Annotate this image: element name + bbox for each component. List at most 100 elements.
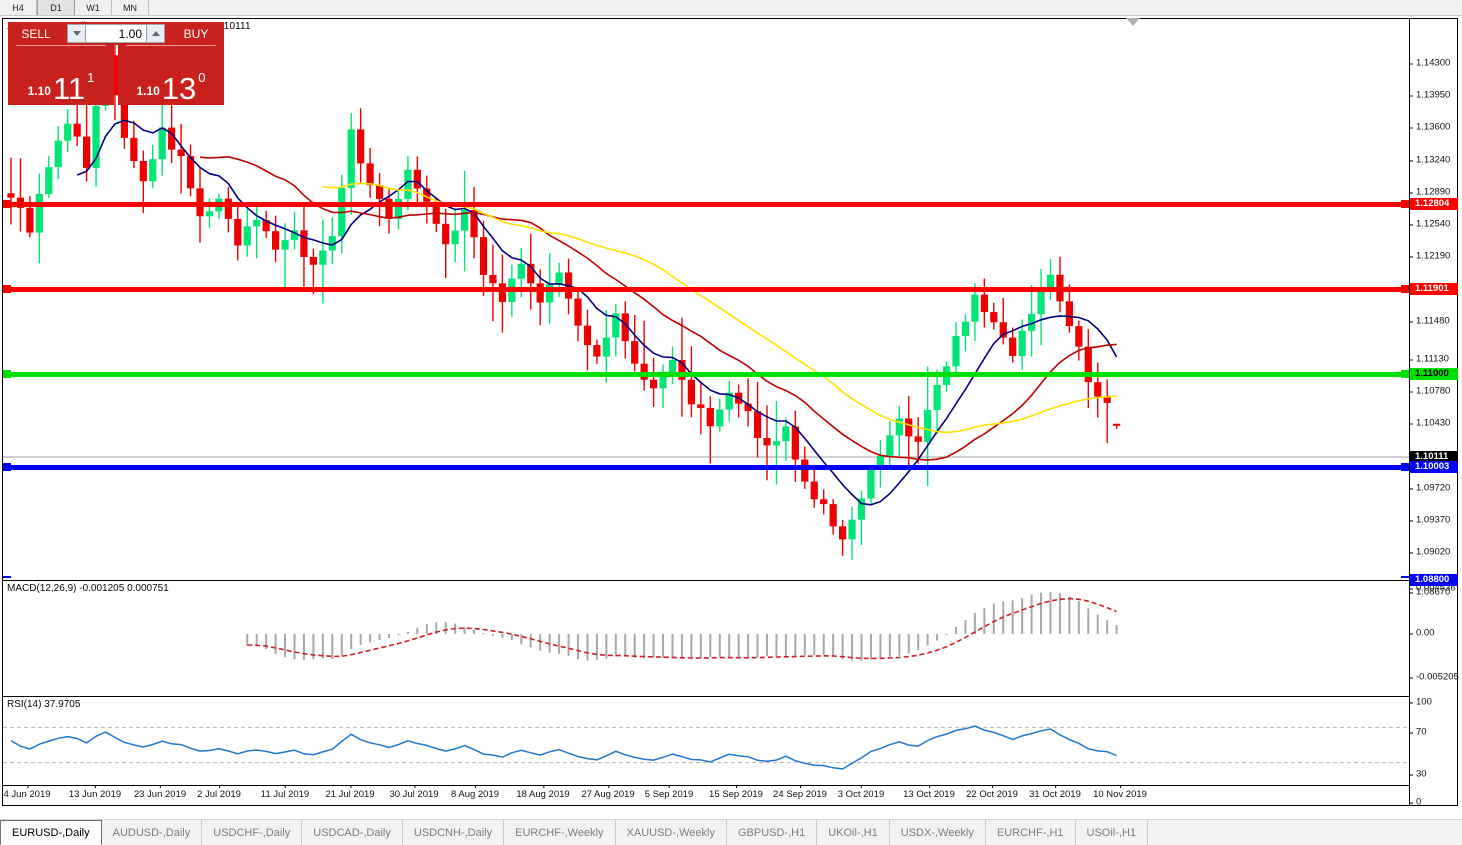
volume-decrease-button[interactable] xyxy=(67,24,86,43)
price-tick: 1.11480 xyxy=(1410,316,1450,327)
time-tick: 22 Oct 2019 xyxy=(966,785,1018,800)
symbol-tab-eurchfh1[interactable]: EURCHF-,H1 xyxy=(986,820,1076,845)
price-tick: 1.11130 xyxy=(1410,354,1449,365)
symbol-tab-usdcaddaily[interactable]: USDCAD-,Daily xyxy=(302,820,403,845)
ask-price-fraction: 0 xyxy=(198,70,206,85)
level-line-resistance-2[interactable] xyxy=(3,287,1417,292)
time-scale[interactable]: 4 Jun 2019 13 Jun 2019 23 Jun 2019 2 Jul 20… xyxy=(3,785,1409,805)
time-tick: 11 Jul 2019 xyxy=(260,785,310,800)
rsi-scale-tick: 30 xyxy=(1410,769,1427,780)
symbol-tab-bar: EURUSD-,Daily AUDUSD-,Daily USDCHF-,Daily U… xyxy=(0,819,1462,845)
price-tick: 1.09020 xyxy=(1410,547,1450,558)
chevron-down-icon xyxy=(72,31,81,36)
chart-drag-triangle-icon[interactable] xyxy=(1126,18,1140,26)
level-line-handle[interactable] xyxy=(3,463,11,471)
timeframe-tab-h4[interactable]: H4 xyxy=(0,0,37,15)
level-line-handle[interactable] xyxy=(1401,576,1409,578)
price-tag-1.11901: 1.11901 xyxy=(1410,283,1458,295)
time-tick: 13 Jun 2019 xyxy=(68,785,122,800)
price-pane[interactable] xyxy=(3,33,1457,578)
price-tick: 1.10780 xyxy=(1410,386,1450,397)
time-tick: 24 Sep 2019 xyxy=(773,785,827,800)
macd-signal-line xyxy=(247,597,1117,660)
price-tick: 1.13600 xyxy=(1410,122,1450,133)
chevron-up-icon xyxy=(151,31,160,36)
time-tick: 5 Sep 2019 xyxy=(644,785,694,800)
symbol-tab-usdxweekly[interactable]: USDX-,Weekly xyxy=(890,820,986,845)
price-tick: 1.13950 xyxy=(1410,90,1450,101)
price-tick: 1.08670 xyxy=(1410,587,1450,598)
one-click-trading-panel[interactable]: SELL 1.00 BUY 1.10 11 1 xyxy=(8,22,224,105)
timeframe-tab-mn[interactable]: MN xyxy=(112,0,149,15)
time-tick: 15 Sep 2019 xyxy=(709,785,763,800)
level-line-handle[interactable] xyxy=(1401,463,1409,471)
price-tag-1.10003: 1.10003 xyxy=(1410,461,1458,473)
price-tick: 1.09720 xyxy=(1410,483,1450,494)
symbol-tab-eurchfweekly[interactable]: EURCHF-,Weekly xyxy=(504,820,616,845)
tab-bar-empty-area xyxy=(1148,820,1462,845)
price-tick: 1.14300 xyxy=(1410,58,1450,69)
rsi-scale-tick: 0 xyxy=(1410,797,1421,808)
timeframe-tab-w1[interactable]: W1 xyxy=(75,0,112,15)
level-line-pivot[interactable] xyxy=(3,372,1417,377)
symbol-tab-usoilh1[interactable]: USOil-,H1 xyxy=(1076,820,1149,845)
macd-scale-tick: 0.004536 xyxy=(1410,583,1456,594)
price-tick: 1.10430 xyxy=(1410,418,1450,429)
time-tick: 27 Aug 2019 xyxy=(581,785,635,800)
sell-button[interactable]: SELL xyxy=(8,22,64,45)
rsi-pane[interactable]: RSI(14) 37.9705 xyxy=(3,696,1457,806)
level-line-support-1[interactable] xyxy=(3,465,1417,470)
time-tick: 3 Oct 2019 xyxy=(837,785,885,800)
price-scale[interactable]: 1.14300 1.13950 1.13600 1.13240 1.12890 1.125… xyxy=(1409,19,1459,808)
volume-input[interactable]: 1.00 xyxy=(86,24,146,43)
time-tick: 18 Aug 2019 xyxy=(516,785,570,800)
level-line-handle[interactable] xyxy=(3,285,11,293)
trade-panel-top-row: SELL 1.00 BUY xyxy=(8,22,224,45)
macd-pane[interactable]: MACD(12,26,9) -0.001205 0.000751 xyxy=(3,580,1457,696)
symbol-tab-ukoilh1[interactable]: UKOil-,H1 xyxy=(817,820,890,845)
rsi-scale-tick: 70 xyxy=(1410,727,1427,738)
ask-price-box[interactable]: 1.10 13 0 xyxy=(118,45,224,105)
volume-increase-button[interactable] xyxy=(146,24,165,43)
candles-group xyxy=(7,33,1121,560)
price-tick: 1.12190 xyxy=(1410,251,1450,262)
time-tick: 21 Jul 2019 xyxy=(325,785,375,800)
level-line-handle[interactable] xyxy=(3,200,11,208)
level-line-handle[interactable] xyxy=(1401,370,1409,378)
level-line-handle[interactable] xyxy=(3,576,11,578)
price-tick: 1.09370 xyxy=(1410,515,1450,526)
bid-price-prefix: 1.10 xyxy=(27,84,51,98)
symbol-tab-audusddaily[interactable]: AUDUSD-,Daily xyxy=(102,820,203,845)
price-tag-1.10111: 1.10111 xyxy=(1410,451,1458,463)
symbol-tab-usdcnhdaily[interactable]: USDCNH-,Daily xyxy=(403,820,505,845)
level-line-handle[interactable] xyxy=(1401,200,1409,208)
trade-panel-quotes: 1.10 11 1 1.10 13 0 xyxy=(8,45,224,105)
level-line-resistance-1[interactable] xyxy=(3,202,1417,207)
bid-price-box[interactable]: 1.10 11 1 xyxy=(8,45,114,105)
symbol-tab-eurusddaily[interactable]: EURUSD-,Daily xyxy=(0,820,102,845)
level-line-handle[interactable] xyxy=(1401,285,1409,293)
rsi-label: RSI(14) 37.9705 xyxy=(7,699,81,710)
ma-mid-line xyxy=(199,155,1117,461)
ask-price-big: 13 xyxy=(161,70,197,105)
macd-plot xyxy=(246,592,1118,661)
symbol-tab-xauusdweekly[interactable]: XAUUSD-,Weekly xyxy=(616,820,727,845)
time-tick: 23 Jun 2019 xyxy=(133,785,187,800)
symbol-tab-usdchfdaily[interactable]: USDCHF-,Daily xyxy=(202,820,303,845)
ma-slow-line xyxy=(322,182,1117,434)
price-tag-1.08800: 1.08800 xyxy=(1410,574,1458,586)
price-tick: 1.12540 xyxy=(1410,219,1450,230)
timeframe-tab-d1[interactable]: D1 xyxy=(37,0,75,15)
rsi-line xyxy=(10,725,1117,770)
price-tag-1.11000: 1.11000 xyxy=(1410,368,1458,380)
level-line-handle[interactable] xyxy=(3,370,11,378)
time-tick: 31 Oct 2019 xyxy=(1029,785,1081,800)
volume-stepper[interactable]: 1.00 xyxy=(64,22,168,45)
rsi-scale-tick: 100 xyxy=(1410,697,1432,708)
time-tick: 13 Oct 2019 xyxy=(903,785,955,800)
macd-scale-tick: 0.00 xyxy=(1410,628,1435,639)
toolbar-empty-area xyxy=(149,0,1462,15)
buy-button[interactable]: BUY xyxy=(168,22,224,45)
symbol-tab-gbpusdh1[interactable]: GBPUSD-,H1 xyxy=(727,820,818,845)
